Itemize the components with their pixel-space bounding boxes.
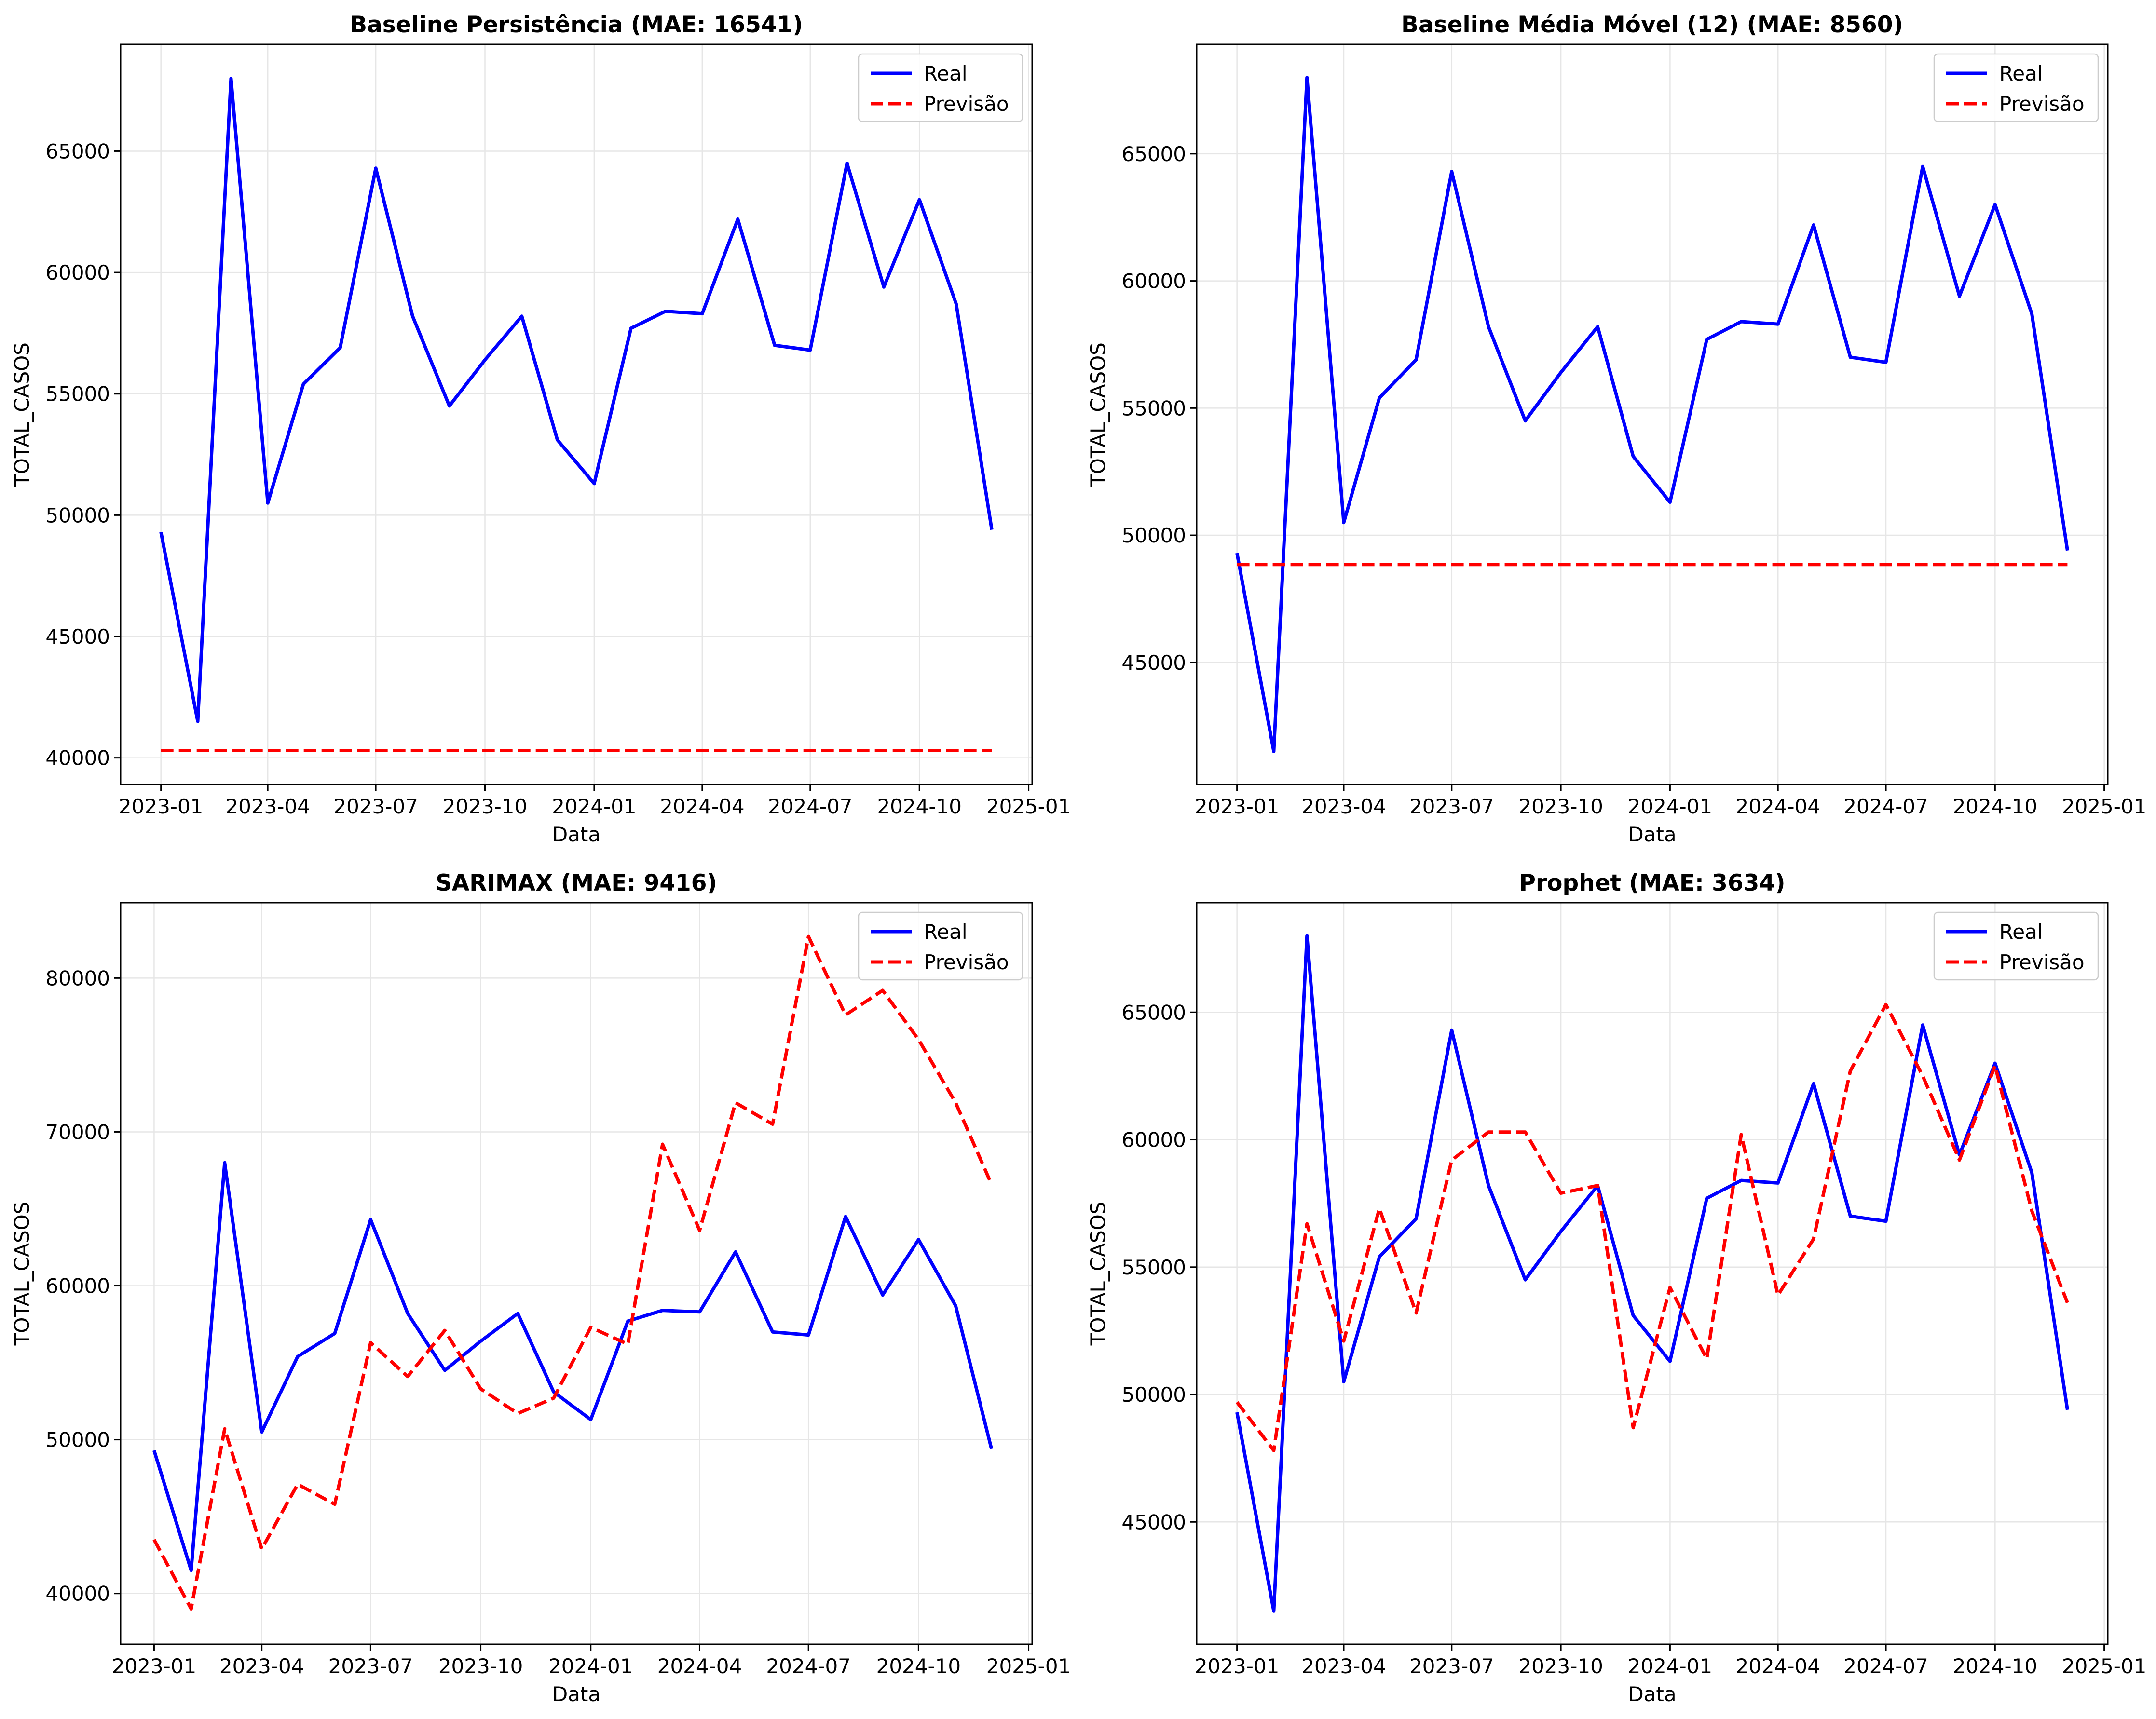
x-tick-label: 2024-04 [1735, 795, 1820, 818]
y-tick-label: 55000 [1121, 396, 1186, 420]
legend: Real Previsão [858, 53, 1023, 122]
y-tick-label: 80000 [45, 966, 110, 990]
x-tick-label: 2025-01 [986, 1654, 1071, 1678]
x-tick-label: 2023-01 [1195, 1654, 1280, 1678]
chart-panel-1: 2023-01 2023-04 2023-07 2023-10 2024-01 2024-… [10, 12, 1071, 846]
x-tick-label: 2025-01 [986, 795, 1071, 818]
axes-frame [120, 902, 1033, 1645]
y-tick-label: 45000 [45, 625, 110, 649]
series-line-real [1235, 934, 2069, 1613]
x-tick-label: 2024-01 [548, 1654, 633, 1678]
legend-label: Real [1999, 920, 2043, 944]
chart-title: Baseline Persistência (MAE: 16541) [350, 12, 803, 38]
x-axis-label: Data [1628, 823, 1676, 846]
x-tick-label: 2024-07 [768, 795, 853, 818]
x-tick-label: 2024-04 [1735, 1654, 1820, 1678]
x-axis-label: Data [552, 1682, 600, 1706]
x-tick-label: 2025-01 [2062, 795, 2147, 818]
x-tick-label: 2024-04 [657, 1654, 742, 1678]
y-tick-label: 65000 [1121, 1001, 1186, 1024]
chart-panel-3: 2023-01 2023-04 2023-07 2023-10 2024-01 2024-… [10, 870, 1071, 1706]
y-tick-label: 40000 [45, 1582, 110, 1606]
x-tick-label: 2024-10 [877, 795, 962, 818]
chart-title: SARIMAX (MAE: 9416) [436, 870, 717, 896]
x-tick-label: 2024-04 [660, 795, 745, 818]
chart-panel-2: 2023-01 2023-04 2023-07 2023-10 2024-01 2024-… [1086, 12, 2146, 846]
x-tick-label: 2023-10 [443, 795, 528, 818]
x-tick-label: 2023-10 [1518, 1654, 1603, 1678]
x-tick-label: 2023-04 [219, 1654, 304, 1678]
y-tick-label: 55000 [45, 382, 110, 406]
x-tick-label: 2023-10 [438, 1654, 523, 1678]
y-tick-label: 50000 [1121, 524, 1186, 547]
legend-label: Real [924, 920, 968, 944]
y-tick-label: 40000 [45, 746, 110, 770]
x-tick-label: 2024-07 [766, 1654, 851, 1678]
x-tick-label: 2024-07 [1843, 795, 1928, 818]
x-tick-label: 2024-07 [1843, 1654, 1928, 1678]
y-tick-label: 45000 [1121, 651, 1186, 675]
y-tick-label: 60000 [1121, 1128, 1186, 1152]
x-tick-label: 2024-01 [1628, 795, 1713, 818]
axes-frame [120, 43, 1033, 785]
x-tick-label: 2024-01 [1628, 1654, 1713, 1678]
y-tick-label: 50000 [1121, 1383, 1186, 1407]
x-tick-label: 2024-10 [1953, 1654, 2038, 1678]
chart-title: Prophet (MAE: 3634) [1519, 870, 1786, 896]
y-axis-label: TOTAL_CASOS [10, 342, 34, 487]
x-tick-label: 2023-01 [112, 1654, 197, 1678]
series-line-forecast [152, 934, 993, 1611]
y-tick-label: 45000 [1121, 1510, 1186, 1534]
y-tick-label: 50000 [45, 1428, 110, 1452]
y-tick-label: 55000 [1121, 1256, 1186, 1279]
legend: Real Previsão [858, 911, 1023, 981]
y-axis-label: TOTAL_CASOS [10, 1202, 34, 1346]
x-tick-label: 2024-10 [1953, 795, 2038, 818]
x-tick-label: 2023-01 [1195, 795, 1280, 818]
x-tick-label: 2023-04 [1301, 795, 1386, 818]
legend: Real Previsão [1933, 911, 2099, 981]
x-tick-label: 2023-07 [1409, 1654, 1494, 1678]
x-tick-label: 2025-01 [2062, 1654, 2147, 1678]
x-tick-label: 2023-04 [1301, 1654, 1386, 1678]
chart-title: Baseline Média Móvel (12) (MAE: 8560) [1401, 12, 1903, 38]
legend-label: Previsão [924, 92, 1009, 116]
y-tick-label: 70000 [45, 1120, 110, 1144]
y-tick-label: 65000 [1121, 142, 1186, 166]
x-tick-label: 2023-07 [328, 1654, 413, 1678]
series-line-real [152, 1161, 994, 1572]
series-line-real [1235, 76, 2069, 753]
x-tick-label: 2023-04 [225, 795, 310, 818]
axes-frame [1196, 43, 2109, 785]
y-axis-label: TOTAL_CASOS [1086, 342, 1110, 487]
x-axis-label: Data [552, 823, 600, 846]
legend-label: Previsão [1999, 92, 2085, 116]
y-tick-label: 50000 [45, 503, 110, 527]
series-line-forecast [1235, 1002, 2069, 1452]
x-tick-label: 2023-07 [1409, 795, 1494, 818]
y-tick-label: 60000 [45, 261, 110, 284]
series-line-real [159, 77, 994, 723]
chart-panel-4: 2023-01 2023-04 2023-07 2023-10 2024-01 2024-… [1086, 870, 2146, 1706]
x-tick-label: 2023-07 [333, 795, 418, 818]
x-tick-label: 2024-10 [876, 1654, 961, 1678]
legend-label: Real [1999, 62, 2043, 85]
legend-label: Previsão [924, 950, 1009, 974]
x-axis-label: Data [1628, 1682, 1676, 1706]
y-axis-label: TOTAL_CASOS [1086, 1202, 1110, 1346]
x-tick-label: 2024-01 [552, 795, 637, 818]
y-tick-label: 65000 [45, 139, 110, 163]
legend: Real Previsão [1933, 53, 2099, 122]
x-tick-label: 2023-10 [1518, 795, 1603, 818]
legend-label: Real [924, 62, 968, 85]
x-tick-label: 2023-01 [119, 795, 204, 818]
legend-label: Previsão [1999, 950, 2085, 974]
y-tick-label: 60000 [45, 1274, 110, 1298]
y-tick-label: 60000 [1121, 270, 1186, 293]
axes-frame [1196, 902, 2109, 1645]
